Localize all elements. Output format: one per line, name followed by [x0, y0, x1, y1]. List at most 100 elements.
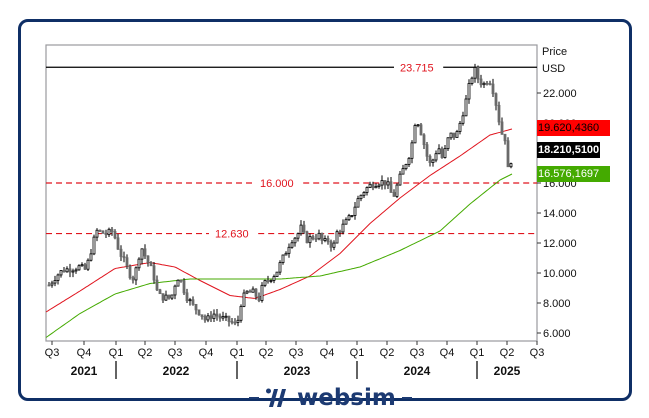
candle-body: [128, 265, 132, 279]
candle-body: [182, 280, 186, 294]
candle-body: [383, 180, 387, 186]
candle-body: [458, 122, 462, 132]
candle-body: [503, 133, 507, 142]
candle-body: [65, 268, 69, 273]
candle-body: [275, 271, 279, 277]
candle-body: [113, 231, 117, 239]
candle-body: [233, 321, 237, 324]
x-quarter-label: Q3: [45, 347, 60, 359]
candle-body: [53, 280, 57, 284]
candle-body: [305, 231, 309, 244]
candle-body: [488, 83, 492, 85]
y-tick-label: 8.000: [543, 298, 571, 310]
candle-body: [461, 115, 465, 124]
x-quarter-label: Q4: [77, 347, 92, 359]
candle-body: [386, 181, 390, 186]
candle-body: [203, 316, 207, 321]
candle-body: [47, 284, 51, 287]
candle-body: [353, 206, 357, 216]
candle-body: [419, 124, 423, 136]
candle-body: [410, 142, 414, 159]
candle-body: [266, 280, 270, 282]
candle-body: [359, 194, 363, 200]
candle-body: [467, 83, 471, 100]
x-quarter-label: Q1: [470, 347, 485, 359]
candle-body: [212, 313, 216, 319]
candle-body: [224, 315, 228, 318]
y-tick-label: 14.000: [543, 208, 577, 220]
candle-body: [335, 231, 339, 244]
candle-body: [191, 299, 195, 305]
candle-body: [380, 180, 384, 186]
y-tick-label: 22.000: [543, 88, 577, 100]
candle-body: [92, 236, 96, 255]
x-quarter-label: Q4: [199, 347, 214, 359]
candle-body: [443, 148, 447, 158]
candle-body: [248, 290, 252, 293]
candle-body: [170, 294, 174, 299]
currency-label: USD: [542, 63, 565, 75]
candle-body: [470, 77, 474, 84]
candle-body: [278, 262, 282, 273]
candle-body: [104, 232, 108, 236]
candle-body: [59, 270, 63, 276]
candle-body: [206, 315, 210, 321]
candle-body: [347, 215, 351, 221]
candle-body: [86, 259, 90, 270]
candle-body: [437, 148, 441, 155]
candle-body: [377, 184, 381, 187]
y-tick-label: 10.000: [543, 268, 577, 280]
candle-body: [494, 93, 498, 106]
x-quarter-label: Q1: [350, 347, 365, 359]
candle-body: [374, 186, 378, 189]
candle-body: [371, 183, 375, 189]
candle-body: [158, 289, 162, 295]
candle-body: [122, 256, 126, 259]
candle-body: [473, 67, 477, 79]
candle-body: [131, 277, 135, 281]
candle-body: [80, 264, 84, 267]
candle-body: [497, 104, 501, 123]
candle-body: [56, 274, 60, 281]
candle-body: [401, 168, 405, 175]
candle-body: [356, 198, 360, 208]
candle-body: [137, 258, 141, 269]
candle-body: [341, 223, 345, 233]
x-year-label: 2025: [494, 364, 521, 378]
candle-body: [281, 254, 285, 264]
candle-body: [479, 78, 483, 86]
x-year-label: 2024: [404, 364, 431, 378]
candle-body: [302, 224, 306, 233]
candle-body: [164, 294, 168, 301]
candle-body: [389, 181, 393, 193]
websim-logo-icon: [266, 388, 286, 407]
candle-body: [422, 134, 426, 146]
x-quarter-label: Q1: [109, 347, 124, 359]
candle-body: [455, 131, 459, 138]
candle-body: [392, 192, 396, 197]
candle-body: [215, 313, 219, 317]
level-label: 23.715: [400, 62, 434, 74]
candle-body: [119, 248, 123, 257]
candle-body: [509, 163, 513, 168]
x-quarter-label: Q2: [500, 347, 515, 359]
candle-body: [485, 82, 489, 85]
candle-body: [446, 137, 450, 150]
candle-body: [287, 246, 291, 254]
candle-body: [317, 232, 321, 240]
candle-body: [239, 305, 243, 321]
candle-body: [149, 262, 153, 267]
watermark-dash-left: [249, 397, 259, 399]
last-price-tag: 18.210,5100: [537, 142, 600, 158]
x-quarter-label: Q3: [530, 347, 545, 359]
candle-body: [185, 292, 189, 302]
candle-body: [68, 268, 72, 273]
candle-body: [245, 290, 249, 294]
candle-body: [464, 98, 468, 117]
candle-body: [395, 184, 399, 197]
candle-body: [425, 144, 429, 157]
moving-average-long-tag: 16.576,1697: [537, 166, 610, 182]
moving-average-short-line: [45, 128, 513, 313]
level-label: 12.630: [215, 229, 249, 241]
x-quarter-label: Q1: [230, 347, 245, 359]
